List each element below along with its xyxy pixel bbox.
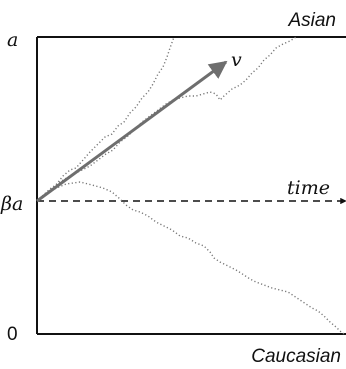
sample-path-upper-wandering [36, 36, 297, 202]
caucasian-label: Caucasian [251, 346, 341, 367]
time-label: time [287, 177, 330, 199]
drift-label-v: v [231, 49, 242, 71]
drift-vector-arrow [36, 60, 228, 203]
asian-label: Asian [287, 10, 336, 31]
sample-path-upper-steep [36, 36, 175, 202]
y-label-a: a [7, 29, 18, 51]
y-label-zero: 0 [7, 324, 18, 345]
y-label-beta-a: βa [0, 193, 23, 215]
sample-path-lower [36, 181, 345, 335]
